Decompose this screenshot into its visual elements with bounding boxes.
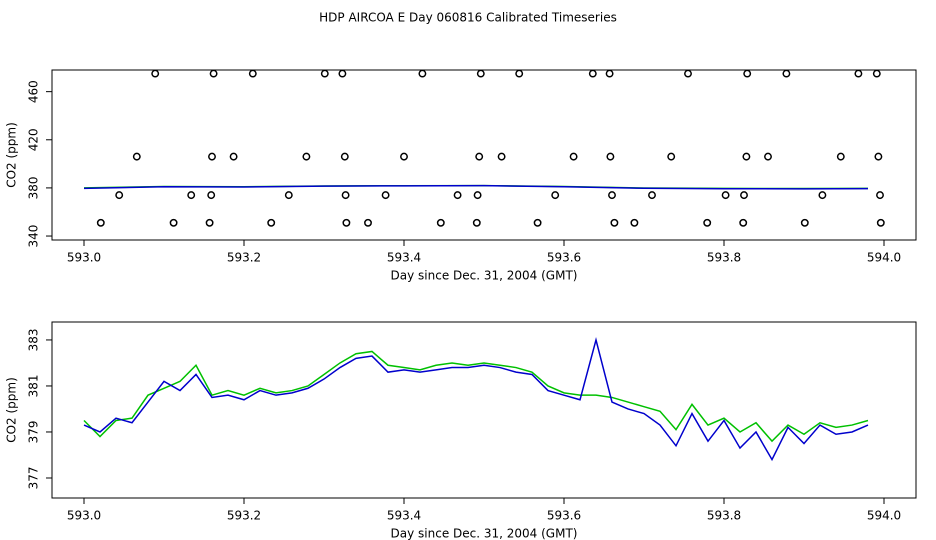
marker: [854, 69, 863, 78]
marker: [267, 218, 276, 227]
x-axis-label: Day since Dec. 31, 2004 (GMT): [391, 527, 578, 540]
marker: [782, 69, 791, 78]
marker: [606, 152, 615, 161]
marker: [684, 69, 692, 78]
marker: [515, 69, 524, 78]
data-line: [83, 336, 869, 462]
chart-title: HDP AIRCOA E Day 060816 Calibrated Times…: [319, 11, 617, 25]
x-tick-label: 594.0: [867, 509, 901, 523]
marker: [610, 218, 619, 227]
x-tick-label: 593.6: [547, 251, 581, 265]
marker: [605, 69, 614, 78]
x-tick-label: 593.0: [67, 509, 101, 523]
marker: [836, 152, 845, 161]
x-tick-label: 593.4: [387, 251, 421, 265]
y-tick-label: 460: [27, 80, 41, 103]
marker: [169, 218, 178, 227]
marker: [667, 152, 676, 161]
marker: [743, 69, 752, 78]
marker: [96, 218, 105, 227]
marker: [302, 152, 311, 161]
plot-frame: [51, 321, 917, 499]
marker: [205, 218, 214, 227]
marker: [608, 191, 616, 200]
marker: [588, 69, 597, 78]
plot-frame: [51, 69, 917, 241]
marker: [475, 152, 484, 161]
marker: [876, 218, 885, 227]
marker: [874, 152, 883, 161]
marker: [569, 152, 578, 161]
y-tick-label: 377: [27, 467, 41, 490]
x-tick-label: 593.0: [67, 251, 101, 265]
marker: [151, 69, 160, 78]
marker: [721, 191, 730, 200]
marker: [764, 152, 772, 161]
marker: [187, 191, 196, 200]
marker: [364, 218, 372, 227]
x-tick-label: 593.6: [547, 509, 581, 523]
marker: [436, 218, 445, 227]
y-axis-label: CO2 (ppm): [5, 377, 19, 443]
data-line: [83, 350, 869, 443]
y-tick-label: 381: [27, 375, 41, 398]
marker: [739, 218, 748, 227]
y-tick-label: 380: [27, 176, 41, 199]
marker: [209, 69, 218, 78]
marker: [342, 218, 351, 227]
marker: [876, 191, 884, 200]
marker: [338, 69, 347, 78]
marker: [740, 191, 748, 200]
x-tick-label: 593.2: [227, 509, 261, 523]
marker: [818, 191, 827, 200]
marker: [648, 191, 656, 200]
marker: [551, 191, 560, 200]
marker: [453, 191, 462, 200]
y-tick-label: 340: [27, 225, 41, 248]
marker: [208, 152, 216, 161]
marker: [476, 69, 485, 78]
marker: [630, 218, 639, 227]
marker: [115, 191, 124, 200]
marker: [381, 191, 390, 200]
x-tick-label: 593.2: [227, 251, 261, 265]
marker: [472, 218, 481, 227]
marker: [742, 152, 751, 161]
marker: [320, 69, 329, 78]
marker: [284, 191, 293, 200]
marker: [497, 152, 506, 161]
marker: [703, 218, 712, 227]
y-tick-label: 420: [27, 128, 41, 151]
marker: [248, 69, 257, 78]
marker: [229, 152, 238, 161]
x-tick-label: 593.8: [707, 251, 741, 265]
marker: [341, 191, 350, 200]
marker: [400, 152, 408, 161]
y-tick-label: 383: [27, 328, 41, 351]
marker: [800, 218, 809, 227]
x-tick-label: 594.0: [867, 251, 901, 265]
marker: [207, 191, 216, 200]
y-axis-label: CO2 (ppm): [5, 122, 19, 188]
marker: [418, 69, 427, 78]
marker: [473, 191, 482, 200]
x-tick-label: 593.4: [387, 509, 421, 523]
x-tick-label: 593.8: [707, 509, 741, 523]
marker: [340, 152, 349, 161]
marker: [132, 152, 141, 161]
marker: [533, 218, 542, 227]
y-tick-label: 379: [27, 421, 41, 444]
marker: [872, 69, 881, 78]
data-line: [83, 184, 869, 190]
x-axis-label: Day since Dec. 31, 2004 (GMT): [391, 269, 578, 283]
